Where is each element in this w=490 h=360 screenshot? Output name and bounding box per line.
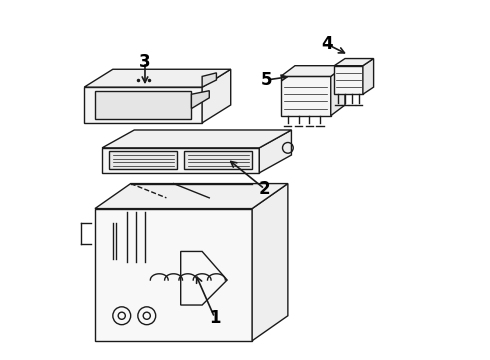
- Polygon shape: [252, 184, 288, 341]
- Polygon shape: [95, 91, 192, 119]
- Polygon shape: [281, 66, 345, 76]
- Polygon shape: [102, 130, 292, 148]
- Polygon shape: [202, 73, 217, 87]
- Polygon shape: [363, 59, 373, 94]
- Polygon shape: [95, 208, 252, 341]
- Polygon shape: [331, 66, 345, 116]
- Polygon shape: [192, 91, 209, 109]
- Polygon shape: [281, 76, 331, 116]
- Text: 3: 3: [139, 53, 151, 71]
- Polygon shape: [109, 152, 177, 169]
- Text: 1: 1: [209, 309, 221, 327]
- Polygon shape: [102, 148, 259, 173]
- Polygon shape: [184, 152, 252, 169]
- Text: 5: 5: [261, 71, 272, 89]
- Polygon shape: [334, 66, 363, 94]
- Polygon shape: [84, 69, 231, 87]
- Polygon shape: [84, 87, 202, 123]
- Polygon shape: [334, 59, 373, 66]
- Polygon shape: [202, 69, 231, 123]
- Text: 2: 2: [259, 180, 270, 198]
- Polygon shape: [95, 184, 288, 208]
- Polygon shape: [259, 130, 292, 173]
- Text: 4: 4: [321, 35, 333, 53]
